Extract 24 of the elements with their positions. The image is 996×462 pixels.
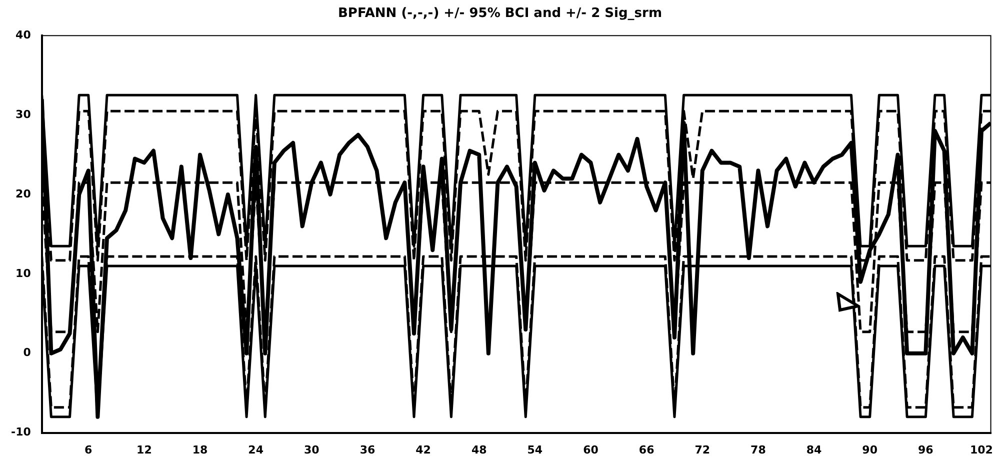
y-tick-label: 0 — [23, 346, 32, 360]
x-tick-label: 24 — [248, 443, 264, 456]
x-tick-label: 66 — [638, 443, 655, 456]
x-tick-label: 6 — [84, 443, 93, 456]
y-tick-label: 20 — [16, 187, 32, 200]
y-tick-label: 10 — [16, 266, 32, 280]
x-tick-label: 84 — [806, 443, 822, 456]
x-tick-label: 72 — [694, 443, 710, 456]
x-tick-label: 96 — [918, 443, 934, 456]
x-tick-label: 54 — [527, 443, 543, 456]
x-tick-label: 60 — [583, 443, 599, 456]
chart-title: BPFANN (-,-,-) +/- 95% BCI and +/- 2 Sig_srm — [338, 6, 662, 22]
x-tick-label: 18 — [192, 443, 208, 456]
x-tick-label: 12 — [136, 443, 152, 456]
y-tick-label: -10 — [11, 426, 32, 439]
x-tick-label: 48 — [471, 443, 487, 456]
x-tick-label: 36 — [360, 443, 376, 456]
x-tick-label: 90 — [862, 443, 878, 456]
x-tick-label: 30 — [304, 443, 320, 456]
y-tick-label: 40 — [16, 28, 32, 42]
y-tick-label: 30 — [16, 108, 32, 121]
x-tick-label: 78 — [750, 443, 766, 456]
x-tick-label: 42 — [416, 443, 431, 456]
x-tick-label: 102 — [970, 443, 993, 456]
